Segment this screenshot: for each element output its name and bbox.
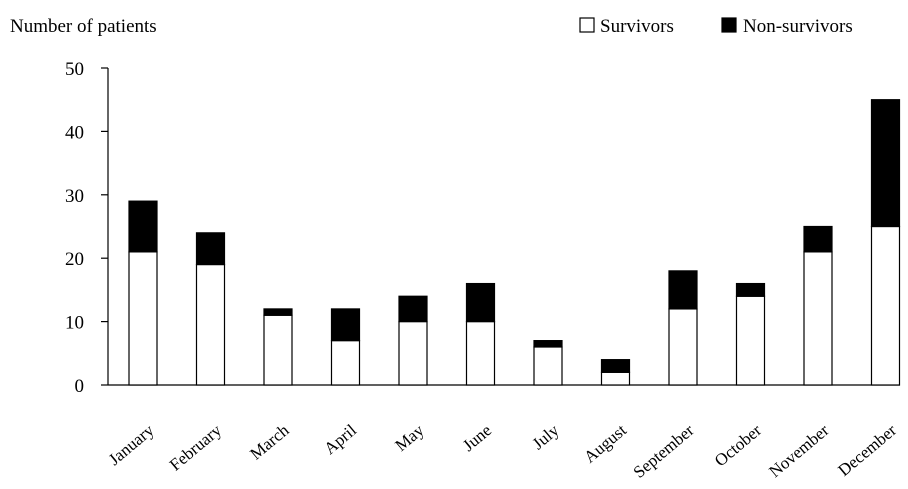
y-tick-label: 0 bbox=[75, 376, 85, 397]
bar-non-survivors-august bbox=[600, 359, 631, 373]
x-tick-label-april: April bbox=[320, 420, 360, 458]
x-tick-label-august: August bbox=[580, 420, 630, 466]
y-tick-label: 50 bbox=[65, 59, 84, 80]
y-tick-label: 40 bbox=[65, 122, 84, 143]
bar-survivors-november bbox=[803, 251, 833, 386]
bar-non-survivors-september bbox=[668, 270, 698, 310]
bar-survivors-january bbox=[128, 251, 158, 386]
legend-label-survivors: Survivors bbox=[600, 16, 674, 37]
x-tick-label-january: January bbox=[105, 420, 158, 469]
bar-survivors-february bbox=[195, 263, 226, 386]
bar-survivors-august bbox=[600, 371, 631, 386]
y-axis-label: Number of patients bbox=[10, 16, 157, 37]
bar-survivors-july bbox=[533, 346, 563, 386]
bar-non-survivors-january bbox=[128, 200, 158, 253]
bar-survivors-march bbox=[263, 314, 293, 386]
legend-label-non-survivors: Non-survivors bbox=[743, 16, 853, 37]
y-tick-label: 20 bbox=[65, 249, 84, 270]
bar-survivors-april bbox=[330, 340, 361, 386]
bar-survivors-may bbox=[398, 321, 428, 386]
x-tick-label-june: June bbox=[459, 421, 495, 456]
bar-non-survivors-july bbox=[533, 340, 563, 348]
legend: Survivors Non-survivors bbox=[579, 16, 853, 37]
bar-non-survivors-may bbox=[398, 295, 428, 323]
x-tick-label-november: November bbox=[765, 420, 832, 481]
x-tick-label-february: February bbox=[166, 420, 226, 474]
bar-non-survivors-april bbox=[330, 308, 361, 342]
bar-non-survivors-february bbox=[195, 232, 226, 266]
axes: 0 10 20 30 40 50 bbox=[65, 59, 900, 397]
y-tick-label: 10 bbox=[65, 313, 84, 334]
x-tick-label-october: October bbox=[711, 420, 765, 470]
legend-swatch-non-survivors bbox=[721, 17, 737, 33]
bar-survivors-june bbox=[465, 321, 496, 386]
legend-swatch-survivors bbox=[579, 17, 595, 33]
bar-survivors-september bbox=[668, 308, 698, 386]
bar-non-survivors-june bbox=[465, 282, 496, 323]
bar-non-survivors-october bbox=[735, 282, 766, 297]
x-tick-label-december: December bbox=[834, 420, 900, 480]
bar-non-survivors-november bbox=[803, 225, 833, 253]
y-tick-label: 30 bbox=[65, 186, 84, 207]
x-tick-label-may: May bbox=[391, 420, 427, 455]
bar-non-survivors-december bbox=[870, 99, 901, 228]
bar-survivors-october bbox=[735, 295, 766, 386]
bar-non-survivors-march bbox=[263, 308, 293, 316]
bars bbox=[128, 99, 901, 386]
x-tick-label-july: July bbox=[529, 420, 563, 453]
x-tick-label-september: September bbox=[630, 420, 698, 482]
x-tick-labels: January February March April May June July Augu… bbox=[105, 420, 900, 482]
bar-survivors-december bbox=[870, 225, 901, 386]
x-tick-label-march: March bbox=[246, 420, 293, 463]
